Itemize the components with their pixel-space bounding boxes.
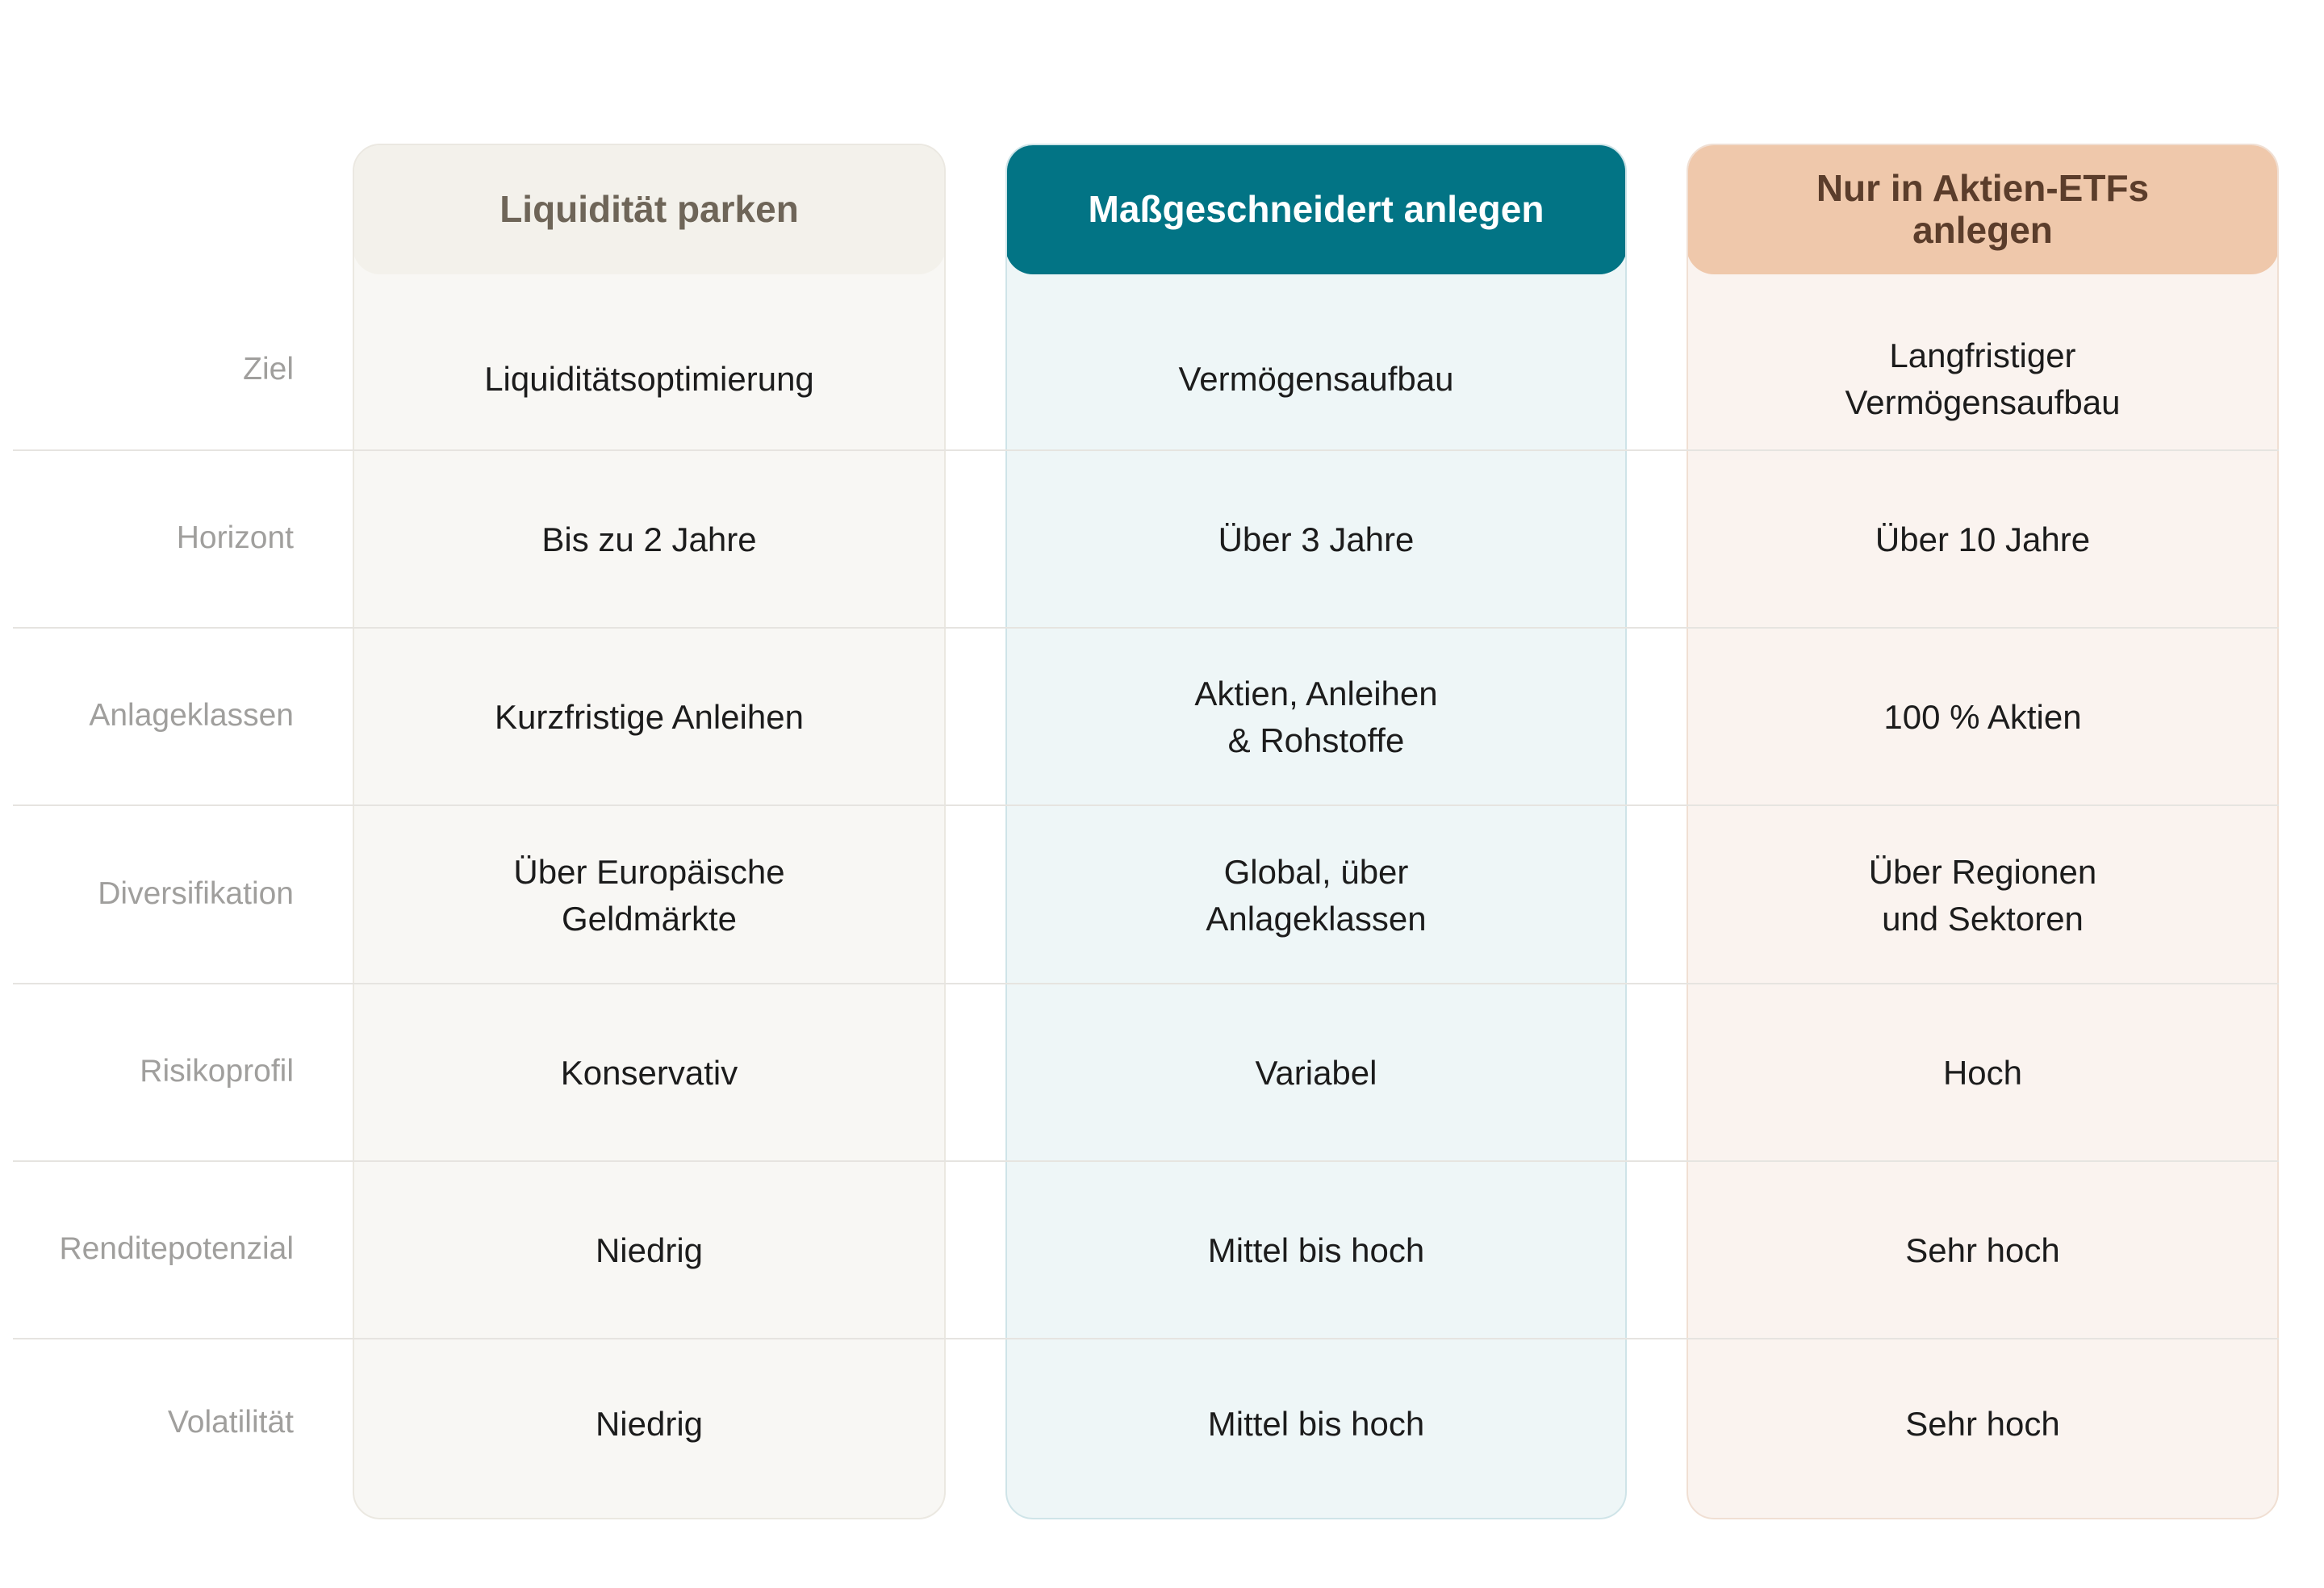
table-cell: Sehr hoch [1905, 1231, 2060, 1269]
column-massgeschneidert-anlegen: Maßgeschneidert anlegen Vermögensaufbau Ü… [1005, 144, 1627, 1519]
row-label: Risikoprofil [140, 1054, 294, 1089]
table-cell: Mittel bis hoch [1207, 1405, 1425, 1443]
table-cell: Global, über Anlageklassen [1206, 852, 1427, 938]
table-cell: Niedrig [595, 1405, 704, 1443]
column-header: Nur in Aktien-ETFs anlegen [1688, 145, 2277, 274]
row-label: Ziel [243, 351, 294, 387]
table-cell: Kurzfristige Anleihen [495, 698, 804, 736]
column-aktien-etfs: Nur in Aktien-ETFs anlegen Langfristiger… [1687, 144, 2279, 1519]
table-cell: Aktien, Anleihen & Rohstoffe [1194, 675, 1438, 759]
table-cell: Langfristiger Vermögensaufbau [1845, 336, 2121, 421]
row-label: Anlageklassen [89, 698, 294, 733]
table-cell: Über Europäische Geldmärkte [513, 852, 785, 938]
row-label: Diversifikation [98, 875, 294, 911]
table-cell: Mittel bis hoch [1207, 1231, 1425, 1269]
table-cell: Hoch [1942, 1054, 2023, 1092]
row-label: Volatilität [167, 1405, 294, 1440]
table-cell: Variabel [1255, 1054, 1377, 1092]
table-cell: Über 3 Jahre [1218, 520, 1415, 558]
table-cell: 100 % Aktien [1883, 698, 2082, 736]
table-cell: Über 10 Jahre [1875, 520, 2091, 558]
row-label: Renditepotenzial [59, 1231, 294, 1266]
table-cell: Sehr hoch [1905, 1405, 2060, 1443]
column-header: Maßgeschneidert anlegen [1007, 145, 1625, 274]
column-header: Liquidität parken [354, 145, 944, 274]
table-cell: Vermögensaufbau [1178, 359, 1454, 398]
column-liquiditaet-parken: Liquidität parken Liquiditätsoptimierung… [353, 144, 946, 1519]
row-label: Horizont [176, 520, 294, 555]
table-cell: Liquiditätsoptimierung [484, 359, 814, 398]
table-cell: Niedrig [595, 1231, 704, 1269]
table-cell: Bis zu 2 Jahre [541, 520, 757, 558]
table-cell: Konservativ [560, 1054, 738, 1092]
table-cell: Über Regionen und Sektoren [1868, 852, 2097, 938]
